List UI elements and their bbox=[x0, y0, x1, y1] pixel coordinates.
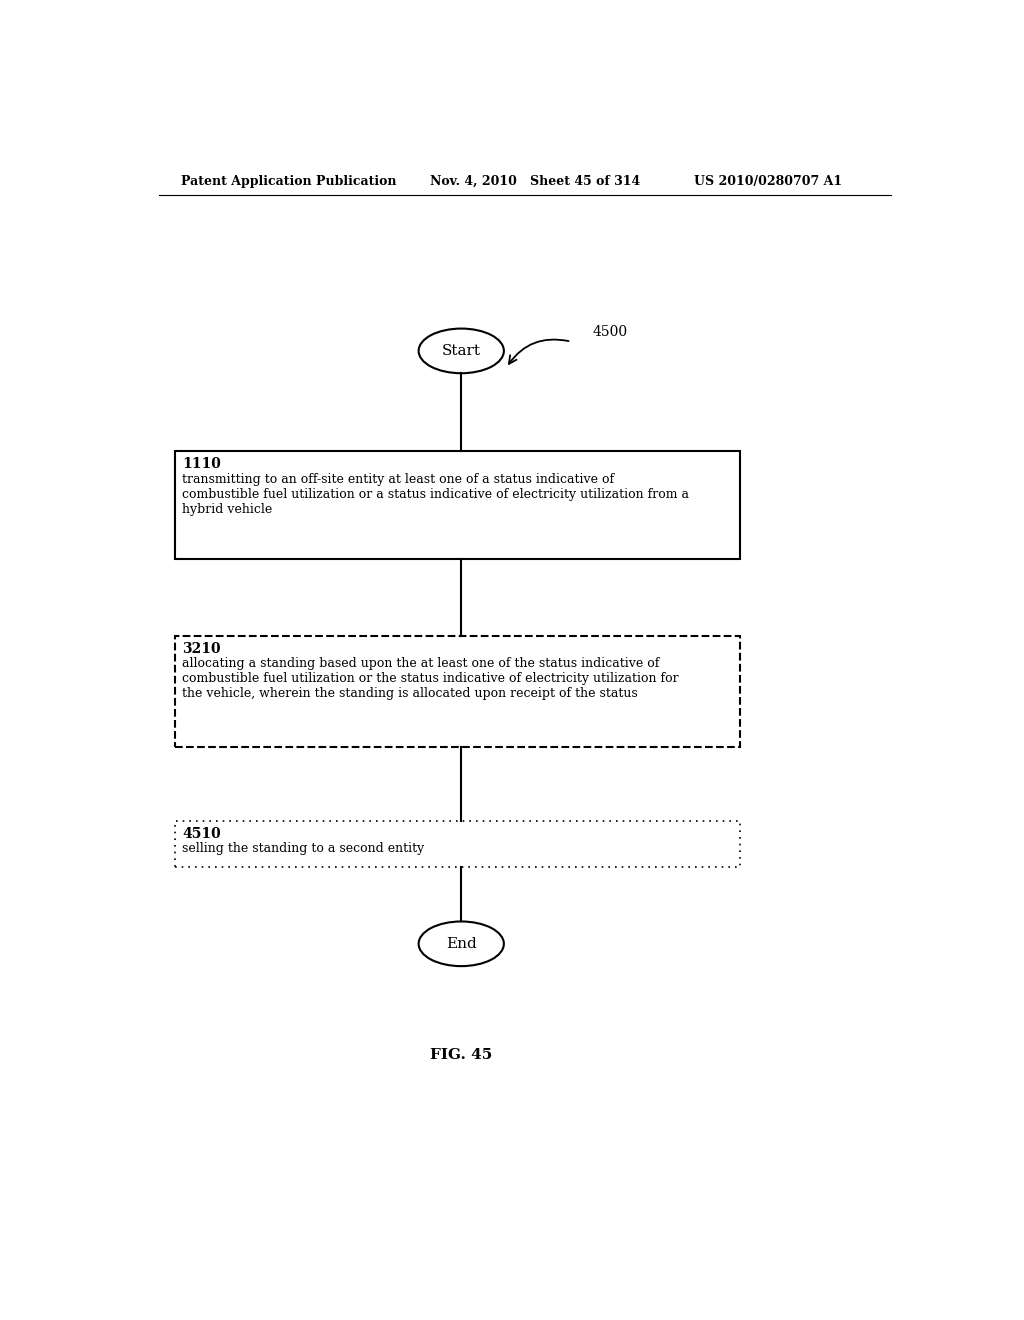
Text: Patent Application Publication: Patent Application Publication bbox=[180, 176, 396, 187]
Text: allocating a standing based upon the at least one of the status indicative of
co: allocating a standing based upon the at … bbox=[182, 657, 679, 701]
Text: FIG. 45: FIG. 45 bbox=[430, 1048, 493, 1063]
Text: 4500: 4500 bbox=[593, 325, 628, 338]
Text: 4510: 4510 bbox=[182, 826, 221, 841]
Text: End: End bbox=[445, 937, 476, 950]
Text: 3210: 3210 bbox=[182, 642, 221, 656]
Text: selling the standing to a second entity: selling the standing to a second entity bbox=[182, 842, 425, 855]
Text: Start: Start bbox=[441, 345, 480, 358]
Text: US 2010/0280707 A1: US 2010/0280707 A1 bbox=[693, 176, 842, 187]
Text: transmitting to an off-site entity at least one of a status indicative of
combus: transmitting to an off-site entity at le… bbox=[182, 473, 689, 516]
Text: Nov. 4, 2010   Sheet 45 of 314: Nov. 4, 2010 Sheet 45 of 314 bbox=[430, 176, 640, 187]
Text: 1110: 1110 bbox=[182, 457, 221, 471]
FancyArrowPatch shape bbox=[509, 339, 568, 364]
